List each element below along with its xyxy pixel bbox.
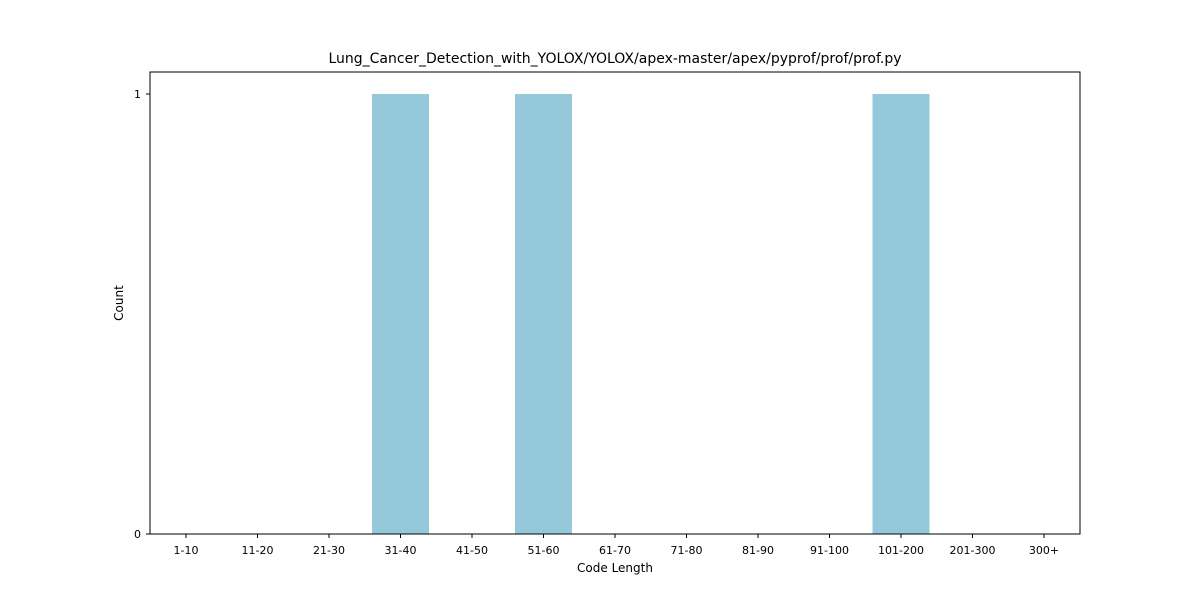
bar-group — [372, 94, 930, 534]
y-tick-label: 1 — [134, 88, 141, 101]
bar-101-200 — [872, 94, 930, 534]
x-tick-label: 91-100 — [810, 544, 849, 557]
y-axis-label: Count — [112, 285, 126, 321]
x-tick-label: 11-20 — [242, 544, 274, 557]
x-axis-label: Code Length — [577, 561, 653, 575]
x-tick-label: 61-70 — [599, 544, 631, 557]
plot-frame — [149, 71, 1081, 535]
bar-51-60 — [515, 94, 572, 534]
x-tick-label: 81-90 — [742, 544, 774, 557]
x-tick-label: 51-60 — [528, 544, 560, 557]
x-tick-label: 101-200 — [878, 544, 924, 557]
y-axis: 01 — [134, 88, 150, 541]
x-tick-label: 71-80 — [671, 544, 703, 557]
y-tick-label: 0 — [134, 528, 141, 541]
bar-31-40 — [372, 94, 429, 534]
x-tick-label: 201-300 — [950, 544, 996, 557]
x-tick-label: 21-30 — [313, 544, 345, 557]
x-tick-label: 31-40 — [385, 544, 417, 557]
x-tick-label: 1-10 — [174, 544, 199, 557]
x-tick-label: 41-50 — [456, 544, 488, 557]
chart-title: Lung_Cancer_Detection_with_YOLOX/YOLOX/a… — [328, 51, 901, 67]
x-tick-label: 300+ — [1029, 544, 1059, 557]
x-axis: 1-10 11-20 21-30 31-40 41-50 51-60 61-70 71-80 8… — [174, 534, 1059, 557]
